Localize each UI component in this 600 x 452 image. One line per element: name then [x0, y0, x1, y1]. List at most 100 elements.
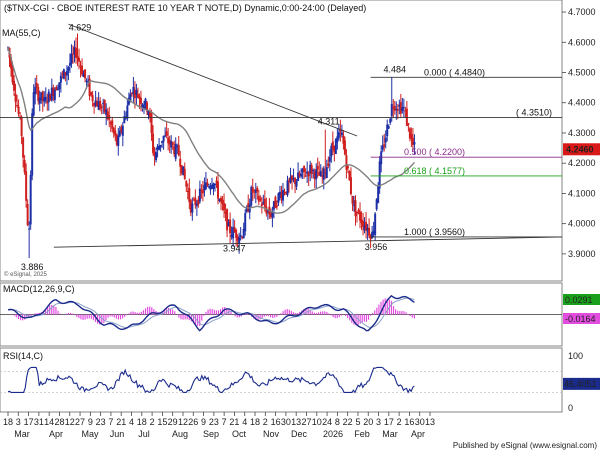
candle-body: [375, 199, 378, 210]
candle-body: [164, 135, 167, 137]
candle-body: [224, 211, 227, 214]
x-tick-day: 2: [150, 417, 155, 427]
y-tick-label: 4.4000: [568, 98, 596, 108]
candle-body: [209, 185, 212, 190]
candle-body: [266, 210, 269, 212]
candle-body: [186, 190, 189, 193]
candle-body: [78, 57, 81, 62]
candle-body: [43, 97, 46, 102]
candle-body: [398, 104, 401, 107]
candle-body: [16, 105, 19, 107]
candle-body: [304, 175, 307, 177]
candle-body: [352, 204, 355, 206]
x-tick-day: 23: [96, 417, 106, 427]
candle-body: [395, 108, 398, 111]
candle-body: [62, 69, 65, 79]
candle-body: [259, 198, 262, 201]
candle-body: [82, 73, 85, 78]
candle-body: [389, 118, 392, 123]
candle-body: [156, 146, 159, 150]
x-tick-day: 24: [322, 417, 332, 427]
candle-body: [118, 130, 121, 137]
macd-signal-value: -0.0164: [565, 314, 596, 324]
candle-body: [378, 161, 381, 189]
candle-body: [29, 175, 32, 225]
candle-body: [286, 180, 289, 195]
candle-body: [386, 124, 389, 136]
candle-body: [232, 227, 235, 239]
candle-body: [221, 199, 224, 204]
x-tick-day: 30: [415, 417, 425, 427]
macd-signal-bg: [563, 313, 600, 324]
candle-body: [260, 203, 263, 207]
candle-body: [90, 92, 93, 96]
candle-body: [124, 116, 127, 118]
candle-body: [213, 183, 216, 186]
candle-body: [79, 65, 82, 68]
x-tick-month: Nov: [263, 429, 280, 439]
candle-body: [342, 135, 345, 144]
candle-body: [91, 95, 94, 102]
candle-body: [206, 182, 209, 186]
candle-body: [158, 146, 161, 150]
candle-body: [340, 132, 343, 136]
candle-body: [245, 207, 248, 212]
candle-body: [81, 65, 84, 75]
candle-body: [105, 109, 108, 116]
x-tick-month: Apr: [49, 429, 63, 439]
candle-body: [316, 166, 319, 170]
x-tick-month: Mar: [382, 429, 398, 439]
x-tick-day: 22: [343, 417, 353, 427]
candle-body: [165, 131, 168, 136]
candle-body: [176, 146, 179, 148]
candle-body: [44, 96, 47, 101]
candle-body: [185, 181, 188, 187]
candle-body: [87, 81, 90, 83]
candle-body: [319, 171, 322, 177]
candle-body: [303, 165, 306, 173]
candle-body: [408, 128, 411, 139]
candle-body: [387, 126, 390, 129]
candle-body: [281, 190, 284, 201]
rsi-value-box: 46.4051: [563, 377, 600, 390]
candle-body: [70, 53, 73, 64]
y-tick-label: 4.1000: [568, 188, 596, 198]
candle-body: [28, 228, 31, 230]
candle-body: [235, 229, 238, 238]
candle-body: [253, 190, 256, 192]
candle-body: [55, 87, 58, 91]
last-price-marker: 4.2460: [563, 143, 600, 156]
ma-55-line: [7, 47, 415, 214]
candle-body: [73, 47, 76, 54]
candle-body: [315, 169, 318, 180]
x-tick-month: Mar: [14, 429, 30, 439]
candle-body: [149, 112, 152, 118]
candle-body: [328, 156, 331, 162]
rsi-label: RSI(14,C): [3, 351, 43, 361]
x-tick-day: 2: [263, 417, 268, 427]
candle-body: [349, 177, 352, 195]
fib-label-0.500: 0.500 ( 4.2200): [404, 147, 465, 157]
candle-body: [359, 211, 362, 221]
x-tick-month: Dec: [291, 429, 308, 439]
x-tick-day: 15: [157, 417, 167, 427]
candle-body: [360, 219, 363, 224]
candle-body: [402, 106, 405, 108]
candle-body: [61, 73, 64, 75]
y-tick-label: 4.0000: [568, 219, 596, 229]
candle-body: [41, 91, 44, 102]
x-tick-day: 29: [168, 417, 178, 427]
candle-body: [97, 101, 100, 110]
y-tick-label: 4.2000: [568, 158, 596, 168]
candle-body: [265, 206, 268, 214]
support-line: [53, 236, 563, 248]
candle-body: [277, 193, 280, 203]
candle-body: [173, 146, 176, 155]
y-tick-label: 4.6000: [568, 37, 596, 47]
candle-body: [194, 197, 197, 206]
candle-body: [384, 137, 387, 143]
x-tick-day: 4: [129, 417, 134, 427]
candle-body: [396, 109, 399, 111]
candle-body: [197, 199, 200, 205]
candle-body: [212, 183, 215, 189]
